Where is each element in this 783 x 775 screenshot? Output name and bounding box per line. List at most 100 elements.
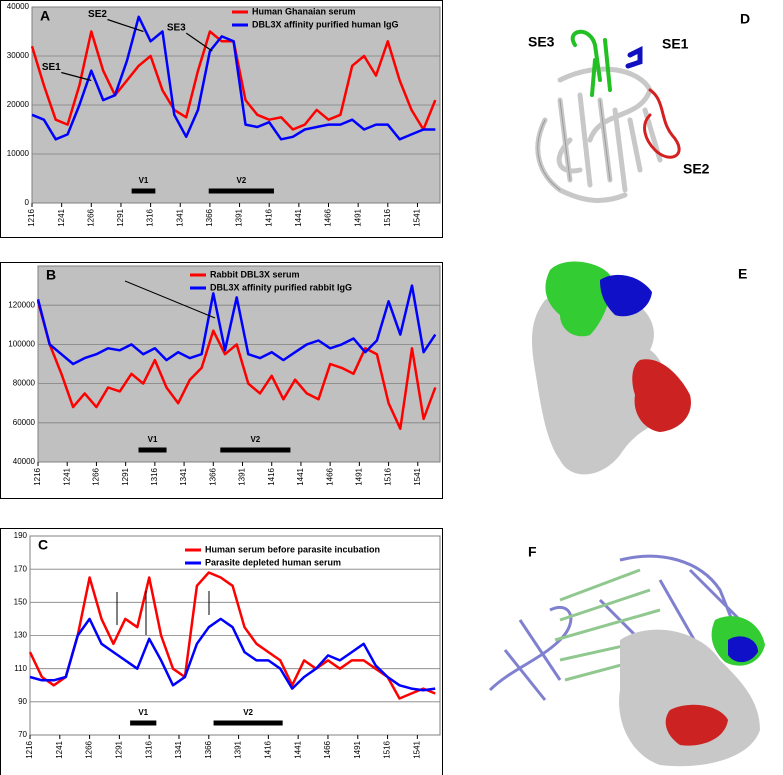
x-tick-label: 1491 (354, 467, 363, 485)
x-tick-label: 1391 (234, 740, 243, 758)
legend-label: Rabbit DBL3X serum (210, 269, 300, 279)
x-tick-label: 1241 (62, 467, 71, 485)
panel-label: A (40, 8, 50, 24)
x-tick-label: 1491 (353, 208, 362, 226)
structure-annotation: SE2 (683, 161, 710, 177)
y-tick-label: 60000 (13, 418, 36, 427)
annotation-arrow (107, 18, 144, 33)
y-tick-label: 80000 (13, 379, 36, 388)
region-label: V1 (148, 435, 158, 444)
x-tick-label: 1341 (175, 208, 184, 226)
y-tick-label: 40000 (13, 457, 36, 466)
annotation-label: SE3 (167, 23, 186, 34)
structure-panel-label: D (740, 11, 750, 27)
x-tick-label: 1466 (324, 208, 333, 226)
region-label: V1 (139, 176, 149, 185)
x-tick-label: 1341 (179, 467, 188, 485)
x-tick-label: 1316 (144, 740, 153, 758)
x-tick-label: 1516 (383, 208, 392, 226)
x-tick-label: 1391 (238, 467, 247, 485)
annotation-arrow (61, 71, 92, 82)
x-tick-label: 1516 (383, 740, 392, 758)
x-tick-label: 1466 (325, 467, 334, 485)
legend-label: DBL3X affinity purified human IgG (252, 19, 399, 29)
y-tick-label: 30000 (7, 51, 30, 60)
region-label: V2 (236, 176, 246, 185)
structure-f-patch (665, 704, 728, 746)
y-tick-label: 0 (25, 198, 30, 207)
x-tick-label: 1316 (150, 467, 159, 485)
legend-label: Human Ghanaian serum (252, 6, 356, 16)
y-tick-label: 10000 (7, 149, 30, 158)
y-tick-label: 130 (14, 631, 28, 640)
x-tick-label: 1366 (204, 740, 213, 758)
y-tick-label: 190 (14, 531, 28, 540)
x-tick-label: 1441 (293, 740, 302, 758)
x-tick-label: 1441 (294, 208, 303, 226)
legend-label: Human serum before parasite incubation (205, 544, 380, 554)
panel-label: B (46, 267, 56, 283)
structure-panel-label: E (738, 266, 747, 282)
annotation-arrow (185, 32, 213, 52)
x-tick-label: 1216 (27, 208, 36, 226)
x-tick-label: 1241 (55, 740, 64, 758)
data-line (36, 300, 437, 430)
y-tick-label: 70 (18, 730, 27, 739)
region-label: V2 (243, 708, 253, 717)
x-tick-label: 1266 (85, 740, 94, 758)
structure-panel-label: F (528, 544, 537, 560)
region-label: V2 (250, 435, 260, 444)
y-tick-label: 170 (14, 564, 28, 573)
y-tick-label: 40000 (7, 2, 30, 11)
x-tick-label: 1341 (174, 740, 183, 758)
x-tick-label: 1291 (114, 740, 123, 758)
x-tick-label: 1316 (146, 208, 155, 226)
panel-label: C (38, 537, 48, 553)
x-tick-label: 1541 (413, 467, 422, 485)
annotation-label: SE1 (42, 62, 61, 73)
structure-annotation: SE1 (662, 36, 689, 52)
x-tick-label: 1216 (33, 467, 42, 485)
x-tick-label: 1516 (384, 467, 393, 485)
plot-area (37, 265, 441, 463)
structure-annotation: SE3 (528, 34, 555, 50)
structure-f-surface (619, 629, 760, 767)
x-tick-label: 1466 (323, 740, 332, 758)
x-tick-label: 1366 (208, 467, 217, 485)
x-tick-label: 1441 (296, 467, 305, 485)
legend-label: Parasite depleted human serum (205, 557, 341, 567)
data-line (36, 284, 437, 366)
x-tick-label: 1491 (353, 740, 362, 758)
structure-e (532, 261, 691, 475)
x-tick-label: 1266 (86, 208, 95, 226)
structure-f-patch (728, 636, 758, 663)
x-tick-label: 1216 (25, 740, 34, 758)
structure-d (535, 29, 681, 203)
legend-label: DBL3X affinity purified rabbit IgG (210, 282, 352, 292)
data-line (29, 617, 436, 692)
data-line (31, 15, 436, 141)
y-tick-label: 20000 (7, 100, 30, 109)
y-tick-label: 90 (18, 697, 27, 706)
y-tick-label: 150 (14, 597, 28, 606)
annotation-label: SE2 (88, 9, 107, 20)
x-tick-label: 1416 (267, 467, 276, 485)
x-tick-label: 1541 (412, 740, 421, 758)
x-tick-label: 1241 (57, 208, 66, 226)
structure-f (488, 554, 742, 701)
x-tick-label: 1416 (264, 208, 273, 226)
x-tick-label: 1391 (235, 208, 244, 226)
x-tick-label: 1266 (92, 467, 101, 485)
x-tick-label: 1291 (116, 208, 125, 226)
x-tick-label: 1416 (263, 740, 272, 758)
y-tick-label: 110 (14, 664, 27, 673)
arrows (116, 280, 216, 635)
data-line (28, 571, 436, 700)
region-label: V1 (138, 708, 148, 717)
y-tick-label: 120000 (8, 300, 35, 309)
x-tick-label: 1541 (413, 208, 422, 226)
x-tick-label: 1366 (205, 208, 214, 226)
x-tick-label: 1291 (121, 467, 130, 485)
y-tick-label: 100000 (8, 340, 35, 349)
